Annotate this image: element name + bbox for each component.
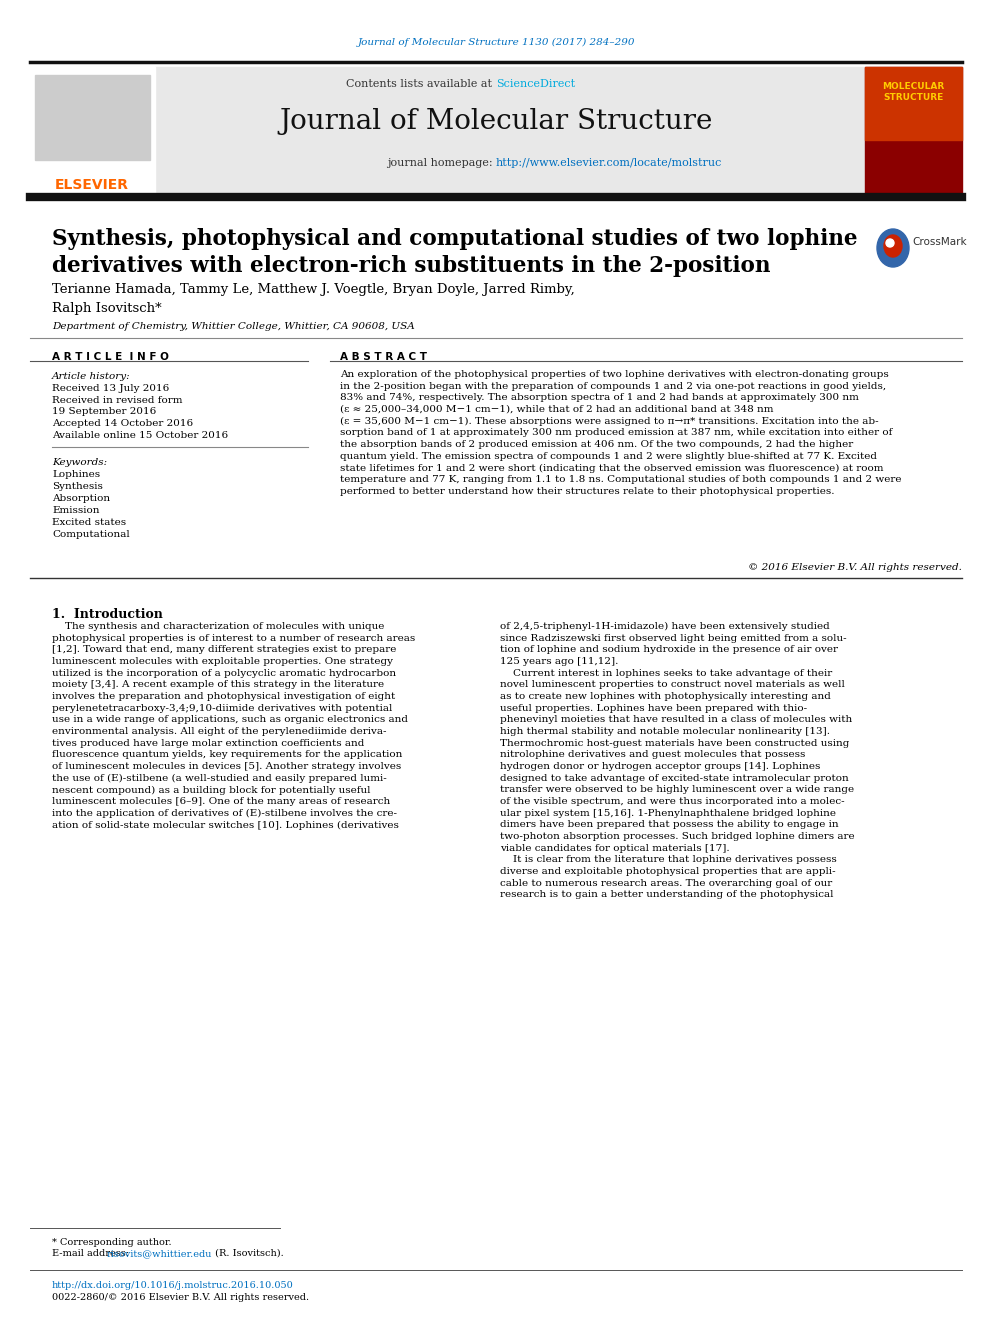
Text: Lophines: Lophines <box>52 470 100 479</box>
Text: Excited states: Excited states <box>52 519 126 527</box>
Text: (R. Isovitsch).: (R. Isovitsch). <box>212 1249 284 1258</box>
Bar <box>865 67 962 194</box>
Text: http://dx.doi.org/10.1016/j.molstruc.2016.10.050: http://dx.doi.org/10.1016/j.molstruc.201… <box>52 1281 294 1290</box>
Text: risovits@whittier.edu: risovits@whittier.edu <box>107 1249 212 1258</box>
Text: Synthesis, photophysical and computational studies of two lophine: Synthesis, photophysical and computation… <box>52 228 857 250</box>
Ellipse shape <box>886 239 894 247</box>
Text: 0022-2860/© 2016 Elsevier B.V. All rights reserved.: 0022-2860/© 2016 Elsevier B.V. All right… <box>52 1293 310 1302</box>
Text: Contents lists available at: Contents lists available at <box>346 79 496 89</box>
Text: Received in revised form: Received in revised form <box>52 396 183 405</box>
Bar <box>865 67 962 140</box>
Text: 19 September 2016: 19 September 2016 <box>52 407 157 415</box>
Text: Keywords:: Keywords: <box>52 458 107 467</box>
Text: MOLECULAR
STRUCTURE: MOLECULAR STRUCTURE <box>882 82 944 102</box>
Text: Absorption: Absorption <box>52 493 110 503</box>
Text: Emission: Emission <box>52 505 99 515</box>
Text: derivatives with electron-rich substituents in the 2-position: derivatives with electron-rich substitue… <box>52 255 771 277</box>
Text: Journal of Molecular Structure 1130 (2017) 284–290: Journal of Molecular Structure 1130 (201… <box>357 38 635 48</box>
Text: © 2016 Elsevier B.V. All rights reserved.: © 2016 Elsevier B.V. All rights reserved… <box>748 564 962 572</box>
Text: journal homepage:: journal homepage: <box>387 157 496 168</box>
Text: Journal of Molecular Structure: Journal of Molecular Structure <box>280 108 712 135</box>
Bar <box>155 67 865 194</box>
Text: Department of Chemistry, Whittier College, Whittier, CA 90608, USA: Department of Chemistry, Whittier Colleg… <box>52 321 415 331</box>
Ellipse shape <box>877 229 909 267</box>
Text: An exploration of the photophysical properties of two lophine derivatives with e: An exploration of the photophysical prop… <box>340 370 902 496</box>
Text: The synthesis and characterization of molecules with unique
photophysical proper: The synthesis and characterization of mo… <box>52 622 416 830</box>
Text: Accepted 14 October 2016: Accepted 14 October 2016 <box>52 419 193 429</box>
Text: Computational: Computational <box>52 531 130 538</box>
Text: CrossMark: CrossMark <box>912 237 966 247</box>
Text: Synthesis: Synthesis <box>52 482 103 491</box>
Text: A B S T R A C T: A B S T R A C T <box>340 352 427 363</box>
Bar <box>35 75 150 160</box>
Text: Terianne Hamada, Tammy Le, Matthew J. Voegtle, Bryan Doyle, Jarred Rimby,: Terianne Hamada, Tammy Le, Matthew J. Vo… <box>52 283 574 296</box>
Text: E-mail address:: E-mail address: <box>52 1249 132 1258</box>
Text: of 2,4,5-triphenyl-1H-imidazole) have been extensively studied
since Radziszewsk: of 2,4,5-triphenyl-1H-imidazole) have be… <box>500 622 855 900</box>
Text: ScienceDirect: ScienceDirect <box>496 79 575 89</box>
Bar <box>30 67 155 194</box>
Text: Received 13 July 2016: Received 13 July 2016 <box>52 384 170 393</box>
Ellipse shape <box>884 235 902 257</box>
Text: Article history:: Article history: <box>52 372 131 381</box>
Text: Available online 15 October 2016: Available online 15 October 2016 <box>52 431 228 441</box>
Text: A R T I C L E  I N F O: A R T I C L E I N F O <box>52 352 169 363</box>
Text: 1.  Introduction: 1. Introduction <box>52 609 163 620</box>
Text: * Corresponding author.: * Corresponding author. <box>52 1238 172 1248</box>
Text: http://www.elsevier.com/locate/molstruc: http://www.elsevier.com/locate/molstruc <box>496 157 722 168</box>
Text: Ralph Isovitsch*: Ralph Isovitsch* <box>52 302 162 315</box>
Text: ELSEVIER: ELSEVIER <box>55 179 129 192</box>
